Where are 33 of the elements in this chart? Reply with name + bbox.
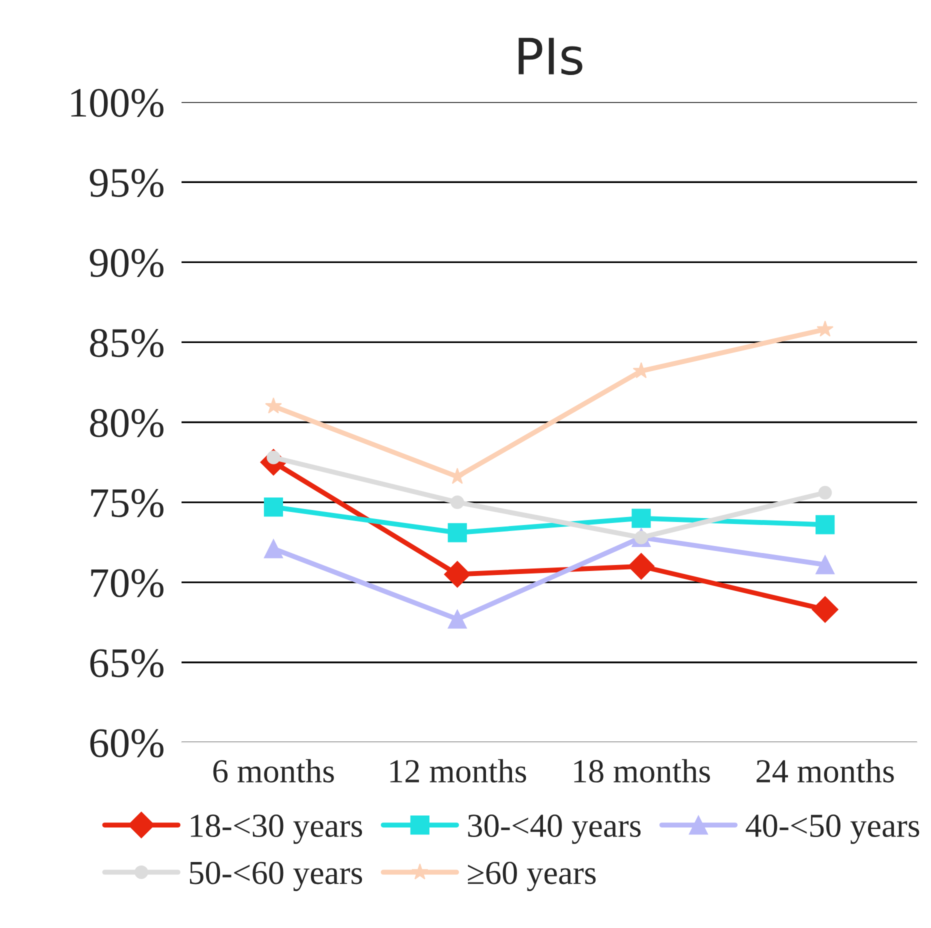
legend-label: 50-<60 years	[190, 862, 362, 892]
y-tick-label: 95%	[90, 168, 164, 198]
chart-title: PIs	[518, 38, 582, 76]
x-tick-label: 18 months	[574, 759, 710, 783]
point	[812, 596, 838, 623]
point	[628, 553, 655, 580]
point	[632, 508, 651, 528]
y-tick-label: 85%	[90, 328, 164, 358]
y-tick-label: 100%	[71, 88, 164, 118]
point	[816, 515, 835, 534]
y-tick-label: 90%	[90, 248, 164, 278]
y-tick-label: 65%	[90, 649, 164, 678]
y-tick-label: 80%	[90, 408, 164, 438]
x-tick-label: 6 months	[213, 759, 334, 783]
y-tick-label: 75%	[91, 489, 164, 518]
point	[818, 486, 832, 500]
legend-label: 30-<40 years	[468, 814, 641, 844]
point	[264, 498, 284, 517]
legend-label: 40-<50 years	[746, 814, 920, 844]
point	[450, 496, 464, 510]
point	[816, 555, 835, 574]
point	[448, 523, 467, 542]
y-tick-label: 70%	[91, 569, 164, 598]
point	[264, 539, 284, 558]
y-tick-label: 60%	[90, 729, 164, 758]
legend-label: ≥60 years	[468, 862, 596, 892]
x-tick-label: 12 months	[390, 759, 526, 783]
legend-label: 18-<30 years	[190, 814, 362, 844]
x-tick-label: 24 months	[756, 759, 894, 783]
point	[444, 561, 471, 588]
point	[265, 397, 282, 414]
point	[816, 320, 834, 337]
point	[448, 610, 467, 629]
